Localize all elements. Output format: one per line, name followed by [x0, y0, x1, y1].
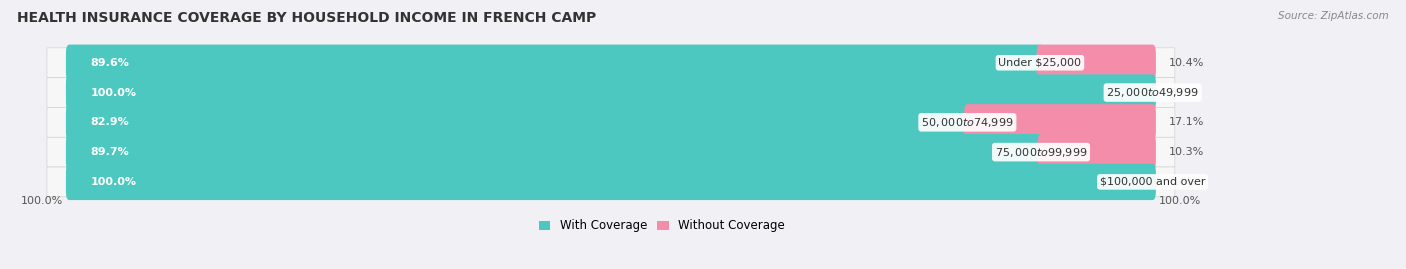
Text: HEALTH INSURANCE COVERAGE BY HOUSEHOLD INCOME IN FRENCH CAMP: HEALTH INSURANCE COVERAGE BY HOUSEHOLD I… — [17, 11, 596, 25]
Text: 10.4%: 10.4% — [1168, 58, 1205, 68]
Text: Under $25,000: Under $25,000 — [998, 58, 1081, 68]
FancyBboxPatch shape — [66, 134, 1045, 170]
Text: 100.0%: 100.0% — [91, 87, 136, 98]
Text: $100,000 and over: $100,000 and over — [1099, 177, 1205, 187]
FancyBboxPatch shape — [46, 107, 1175, 137]
Legend: With Coverage, Without Coverage: With Coverage, Without Coverage — [534, 215, 790, 237]
FancyBboxPatch shape — [66, 74, 1156, 111]
Text: $25,000 to $49,999: $25,000 to $49,999 — [1107, 86, 1199, 99]
Text: 0.0%: 0.0% — [1168, 177, 1197, 187]
FancyBboxPatch shape — [46, 78, 1175, 107]
Text: 82.9%: 82.9% — [91, 117, 129, 127]
Text: Source: ZipAtlas.com: Source: ZipAtlas.com — [1278, 11, 1389, 21]
FancyBboxPatch shape — [66, 45, 1043, 81]
Text: 100.0%: 100.0% — [91, 177, 136, 187]
FancyBboxPatch shape — [46, 137, 1175, 167]
Text: 0.0%: 0.0% — [1168, 87, 1197, 98]
Text: 89.6%: 89.6% — [91, 58, 129, 68]
FancyBboxPatch shape — [46, 48, 1175, 78]
Text: $75,000 to $99,999: $75,000 to $99,999 — [995, 146, 1087, 159]
Text: 100.0%: 100.0% — [1159, 196, 1201, 206]
Text: 100.0%: 100.0% — [21, 196, 63, 206]
FancyBboxPatch shape — [1038, 134, 1156, 170]
FancyBboxPatch shape — [965, 104, 1156, 140]
FancyBboxPatch shape — [1036, 45, 1156, 81]
Text: 89.7%: 89.7% — [91, 147, 129, 157]
FancyBboxPatch shape — [66, 104, 970, 140]
FancyBboxPatch shape — [66, 164, 1156, 200]
FancyBboxPatch shape — [46, 167, 1175, 197]
Text: $50,000 to $74,999: $50,000 to $74,999 — [921, 116, 1014, 129]
Text: 17.1%: 17.1% — [1168, 117, 1205, 127]
Text: 10.3%: 10.3% — [1168, 147, 1204, 157]
